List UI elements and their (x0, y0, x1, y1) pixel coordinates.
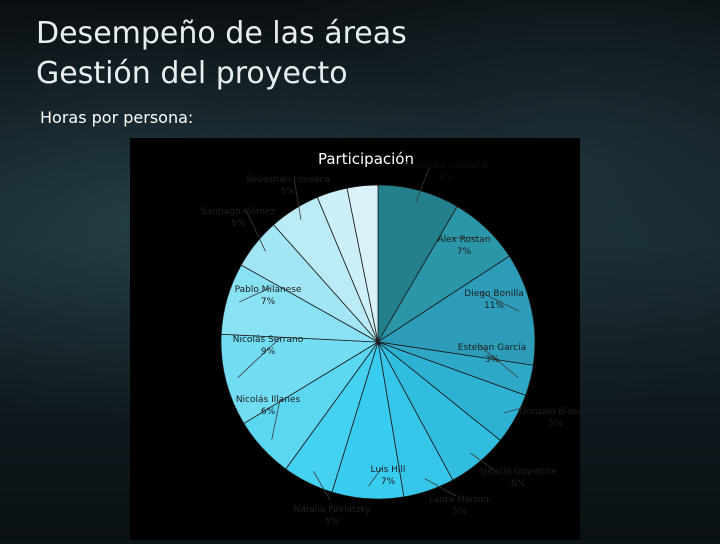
slice-value-label: 11% (484, 301, 504, 311)
slice-label: Sebastian Fonseca (246, 175, 330, 185)
slice-value-label: 5% (325, 517, 340, 527)
leader-line (293, 177, 302, 220)
slice-value-label: 9% (261, 347, 276, 357)
title-line-2: Gestión del proyecto (36, 56, 348, 91)
slice-label: Natalia Pavlotzky (293, 505, 371, 515)
leader-line (415, 165, 431, 203)
leader-line (245, 209, 266, 252)
slice-value-label: 7% (457, 247, 472, 257)
slice-value-label: 8% (439, 173, 454, 183)
pie-slices (220, 184, 536, 500)
leader-line (451, 236, 478, 239)
chart-subtitle: Horas por persona: (40, 108, 194, 127)
slice-label: Diego Bonilla (464, 289, 523, 299)
slice-label: Nicolás Serrano (233, 335, 304, 345)
slice-value-label: 5% (549, 419, 564, 429)
chart-area: Participación Alejandro Gagliardi 8% Alex … (130, 138, 593, 540)
pie-slice (376, 255, 536, 366)
slice-value-label: 5% (281, 187, 296, 197)
slice-label: Pablo Milanese (235, 285, 302, 295)
slice-label: Alex Rostan (437, 235, 490, 245)
pie-slice (346, 184, 379, 343)
leader-line (271, 399, 281, 440)
data-labels: Alejandro Gagliardi 8% Alex Rostan 7% Diego … (201, 161, 593, 527)
page-title: Desempeño de las áreas Gestión del proye… (36, 14, 407, 94)
leader-line (479, 345, 519, 378)
title-line-1: Desempeño de las áreas (36, 16, 407, 51)
leader-line (239, 287, 271, 303)
slice-label: Santiago Gómez (201, 206, 275, 217)
chart-title: Participación (318, 150, 414, 168)
slice-label: Nicolás Illanes (236, 395, 301, 405)
leader-line (424, 478, 457, 497)
leader-line (479, 291, 520, 312)
pie-chart: Participación Alejandro Gagliardi 8% Alex … (201, 150, 593, 527)
slice-value-label: 3% (485, 355, 500, 365)
slice-value-label: 6% (261, 407, 276, 417)
leader-line (503, 407, 523, 414)
leader-line (237, 337, 281, 378)
leader-line (313, 471, 331, 501)
slice-label: Ignacio Goyetche (479, 467, 558, 477)
slice-value-label: 7% (381, 477, 396, 487)
leader-lines (237, 165, 523, 501)
slice-label: Laura Marroni (429, 495, 491, 505)
slice-label: Esteban García (458, 343, 526, 353)
slice-value-label: 7% (261, 297, 276, 307)
slice-value-label: 5% (453, 507, 468, 517)
slice-value-label: 6% (511, 479, 526, 489)
leader-line (470, 452, 495, 471)
slice-label: Alejandro Gagliardi (403, 161, 489, 171)
slice-label: Luis Hill (371, 465, 406, 475)
leader-line (368, 467, 383, 487)
slice-value-label: 5% (231, 219, 246, 229)
slice-label: Gonzalo Biassini (519, 407, 580, 417)
